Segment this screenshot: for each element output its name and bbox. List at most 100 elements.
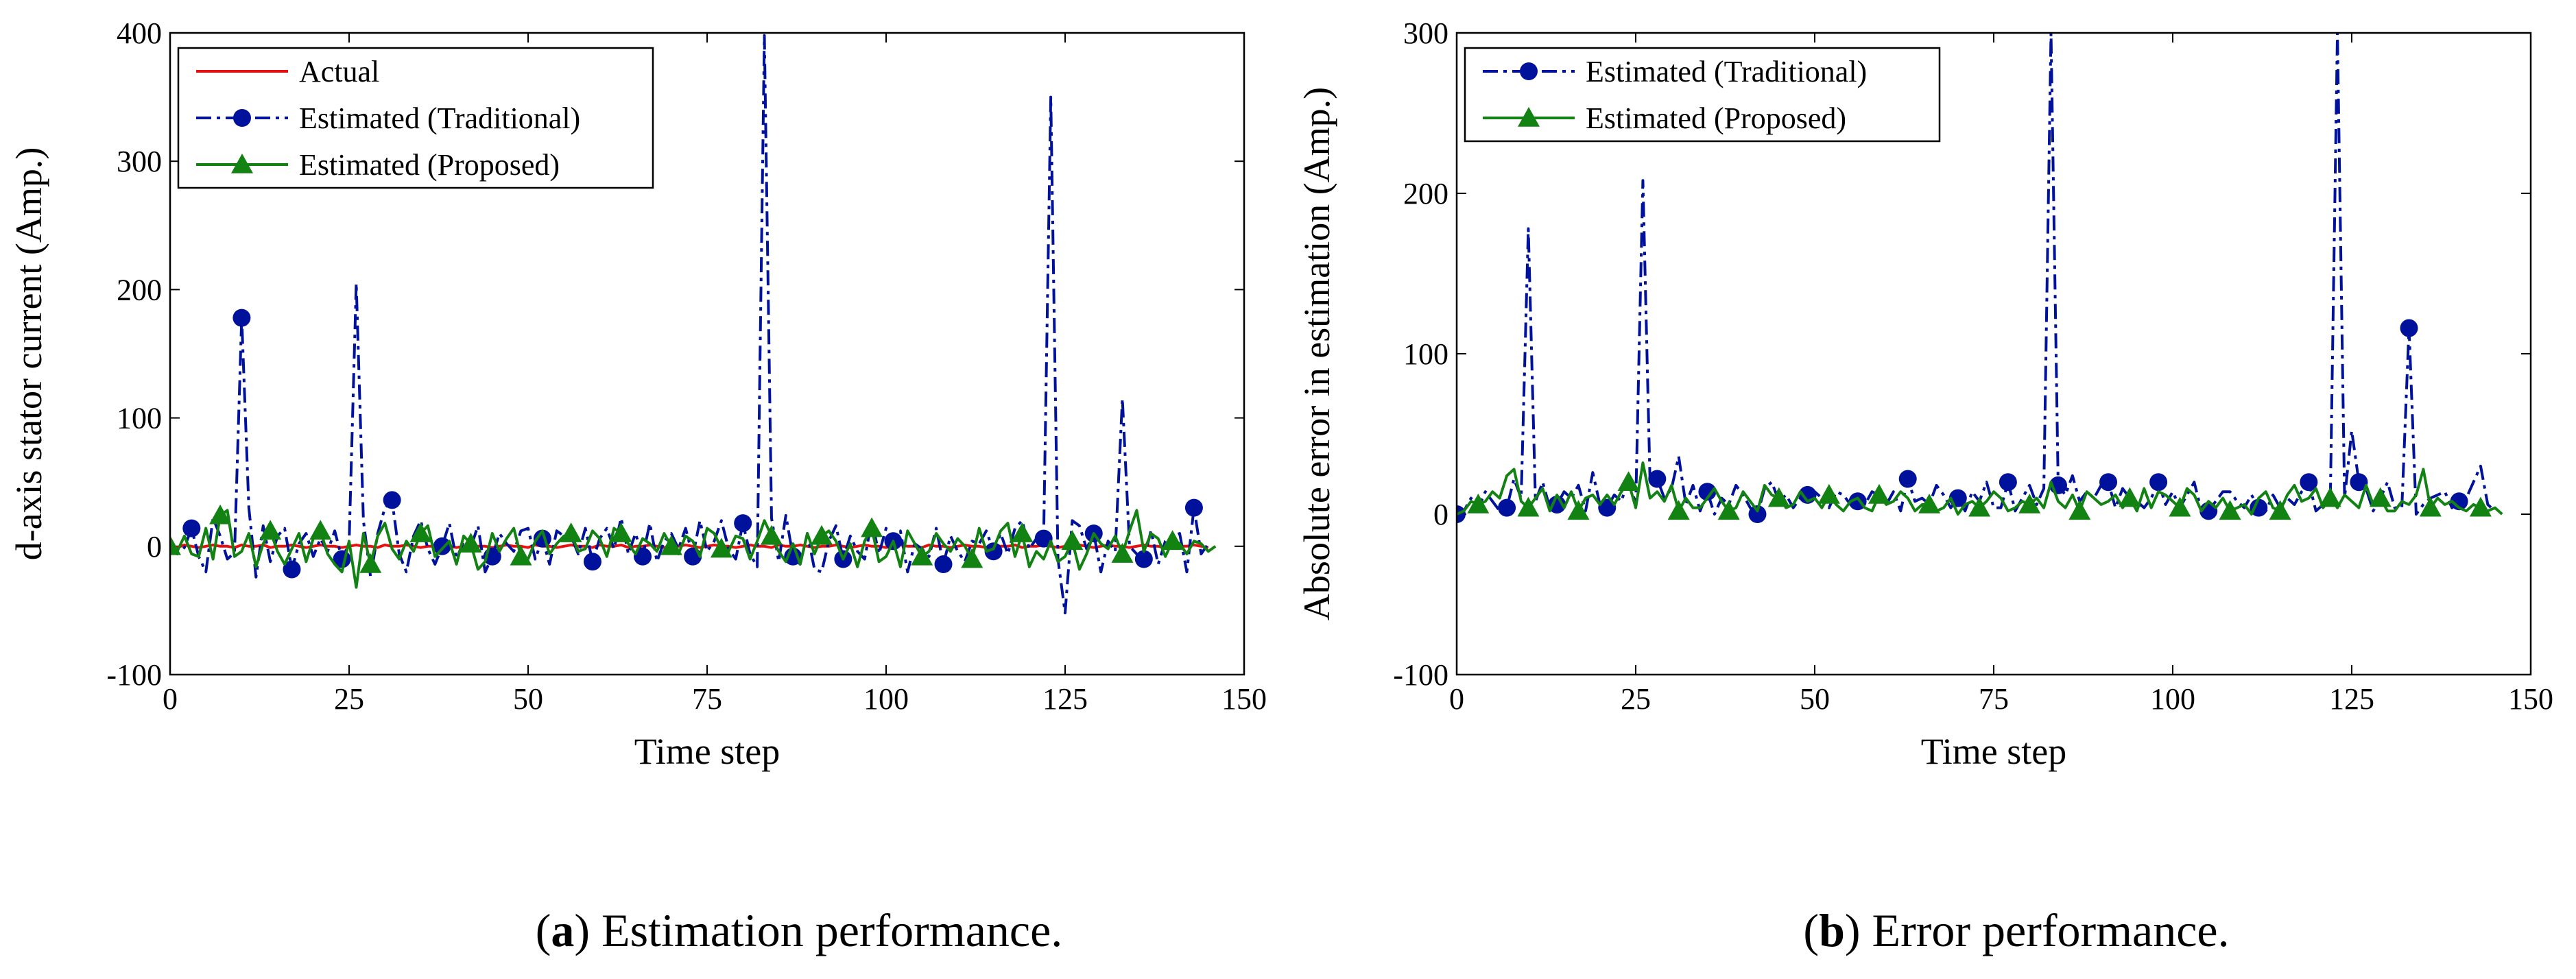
series-marker-a-2-35 [409,522,432,542]
legend-marker-a-1 [233,109,251,127]
x-tick-label-a-2: 50 [513,682,543,716]
y-tick-label-a-5: 400 [117,16,162,50]
series-marker-b-0-77 [1999,473,2017,492]
series-marker-a-2-28 [359,553,382,573]
series-marker-b-1-3 [1467,493,1490,513]
series-marker-b-1-45 [1767,487,1790,507]
series-marker-a-2-112 [961,548,983,568]
series-marker-a-1-136 [1134,550,1153,568]
y-tick-label-a-4: 300 [117,145,162,178]
series-marker-b-0-133 [2400,319,2418,337]
series-marker-b-1-59 [1868,483,1890,504]
series-marker-a-2-133 [1111,543,1134,563]
series-marker-a-1-122 [1034,529,1053,548]
series-marker-a-2-84 [760,524,783,545]
legend-label-b-1: Estimated (Proposed) [1586,101,1846,135]
series-marker-b-0-126 [2350,473,2368,492]
series-marker-a-1-38 [433,537,451,555]
series-marker-a-1-17 [283,560,301,579]
y-tick-label-a-0: -100 [106,658,162,692]
series-marker-b-1-10 [1517,496,1540,517]
series-marker-a-2-91 [811,524,833,545]
x-tick-label-a-0: 0 [163,682,178,716]
caption-b-text: Error performance. [1861,904,2230,956]
series-marker-a-2-56 [560,522,582,542]
x-tick-label-b-0: 0 [1449,682,1464,716]
legend-label-a-1: Estimated (Traditional) [299,101,580,135]
series-marker-a-2-49 [510,545,532,566]
y-tick-label-b-0: -100 [1393,658,1448,692]
series-marker-a-2-119 [1011,522,1034,542]
series-marker-b-0-7 [1498,498,1516,517]
y-tick-label-a-3: 200 [117,273,162,306]
series-marker-a-2-140 [1161,530,1184,551]
x-tick-label-a-6: 150 [1221,682,1267,716]
caption-b-close: ) [1845,904,1861,956]
caption-a-close: ) [574,904,590,956]
x-tick-label-b-3: 75 [1979,682,2009,716]
caption-a-text: Estimation performance. [590,904,1062,956]
x-tick-label-b-5: 125 [2329,682,2374,716]
caption-b-open: ( [1803,904,1819,956]
x-tick-label-a-4: 100 [863,682,909,716]
plot-area-b [1457,33,2503,523]
series-line-a-0 [170,543,1209,549]
series-marker-b-1-87 [2068,500,2091,520]
series-marker-a-1-143 [1184,498,1203,517]
series-marker-a-1-3 [182,519,201,537]
series-marker-b-1-38 [1717,500,1740,520]
plot-frame-a [169,32,1245,676]
series-marker-a-2-105 [911,545,933,566]
series-marker-b-1-129 [2369,487,2392,507]
plot-area-a [170,34,1217,615]
x-tick-label-a-1: 25 [334,682,364,716]
legend-label-a-2: Estimated (Proposed) [299,148,560,182]
y-axis-label-b: Absolute error in estimation (Amp.) [1296,87,1337,620]
series-marker-b-0-35 [1698,483,1717,501]
series-marker-b-1-66 [1918,493,1941,513]
series-marker-a-1-108 [934,555,953,574]
series-marker-b-0-98 [2149,473,2168,492]
series-marker-a-1-115 [984,542,1003,561]
x-tick-label-b-4: 100 [2150,682,2195,716]
series-marker-a-2-63 [610,522,632,542]
series-marker-b-0-42 [1748,505,1767,523]
y-tick-label-b-4: 300 [1403,16,1448,50]
series-marker-a-1-59 [583,553,601,571]
y-axis-label-a: d-axis stator current (Amp.) [8,147,49,561]
series-marker-b-1-101 [2169,496,2191,517]
caption-a-letter: a [551,904,574,956]
series-marker-a-2-70 [660,535,682,555]
series-marker-a-1-80 [734,514,752,533]
y-tick-label-b-3: 200 [1403,177,1448,210]
series-line-a-2 [170,509,1217,589]
x-tick-label-a-3: 75 [692,682,722,716]
legend-label-b-0: Estimated (Traditional) [1586,55,1867,88]
x-axis-label-b: Time step [1921,731,2067,772]
series-marker-b-0-140 [2450,492,2468,511]
legend-box-b [1464,47,1941,143]
y-tick-label-a-1: 0 [147,530,162,564]
plot-frame-b [1455,32,2532,676]
series-marker-a-1-10 [232,309,251,327]
series-marker-a-1-31 [383,491,401,509]
series-marker-a-2-21 [309,520,332,540]
y-tick-label-a-2: 100 [117,402,162,435]
series-marker-b-0-91 [2099,473,2118,492]
caption-b: (b) Error performance. [1803,904,2229,956]
series-marker-b-0-63 [1898,470,1917,488]
series-marker-b-1-52 [1817,483,1840,504]
series-marker-b-0-14 [1548,495,1566,513]
series-marker-b-0-112 [2250,498,2268,517]
series-marker-b-1-24 [1617,471,1640,491]
legend-marker-b-0 [1520,62,1538,80]
legend-marker-b-1 [1518,107,1540,127]
x-axis-label-a: Time step [634,731,780,772]
legend-marker-a-2 [231,154,253,173]
caption-b-letter: b [1819,904,1845,956]
series-marker-a-2-7 [209,504,232,524]
y-tick-label-b-1: 0 [1433,498,1448,531]
